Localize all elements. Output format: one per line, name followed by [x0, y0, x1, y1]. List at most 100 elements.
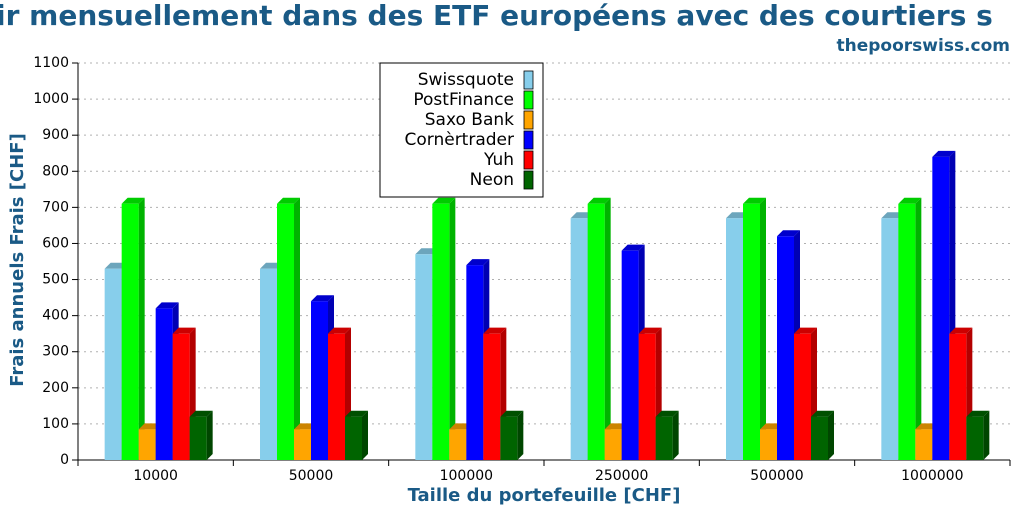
bar-top [277, 197, 300, 204]
bar-top [655, 410, 679, 417]
bar [794, 333, 811, 460]
bar-top [121, 197, 145, 204]
bar-top [811, 410, 834, 417]
bar [277, 203, 294, 460]
bar-top [483, 327, 507, 334]
legend-swatch [523, 170, 534, 190]
bar [604, 429, 622, 460]
y-tick-label: 1100 [33, 55, 69, 71]
bar [743, 203, 760, 460]
bar [294, 429, 311, 460]
bar [121, 203, 139, 460]
bar-side [517, 410, 524, 460]
legend-box [379, 62, 544, 198]
chart-title: ir mensuellement dans des ETF européens … [0, 0, 993, 32]
legend-swatch [523, 150, 534, 170]
legend-swatch [523, 90, 534, 110]
bar [466, 265, 484, 460]
bar-top [898, 197, 922, 204]
y-tick-label: 200 [42, 380, 69, 396]
y-tick-label: 400 [42, 308, 69, 324]
bar [811, 416, 828, 460]
y-tick-label: 1000 [33, 91, 69, 107]
x-axis-label: Taille du portefeuille [CHF] [408, 485, 681, 506]
bar [260, 268, 277, 460]
bar-top [743, 197, 766, 204]
y-tick-label: 800 [42, 163, 69, 179]
bar-top [500, 410, 524, 417]
legend-label: Cornèrtrader [405, 130, 515, 150]
x-tick-label: 50000 [289, 468, 334, 484]
legend-label: Yuh [483, 150, 514, 170]
x-tick-label: 1000000 [901, 468, 963, 484]
bar-side [672, 410, 679, 460]
y-tick-label: 700 [42, 199, 69, 215]
x-tick-label: 500000 [750, 468, 803, 484]
bar-top [172, 327, 196, 334]
bar-side [294, 197, 300, 460]
bar-top [328, 327, 351, 334]
legend-label: Saxo Bank [425, 110, 514, 130]
bar [777, 236, 794, 460]
bar-side [760, 197, 766, 460]
y-tick-label: 300 [42, 344, 69, 360]
bar [587, 203, 605, 460]
bar [155, 308, 173, 460]
bar-side [138, 197, 145, 460]
legend-swatch [523, 70, 534, 90]
bar-top [777, 230, 800, 237]
bar [898, 203, 916, 460]
bar [932, 156, 950, 460]
bar [432, 203, 450, 460]
bar-top [466, 259, 490, 266]
bar-side [362, 410, 368, 460]
bar-side [828, 410, 834, 460]
legend-swatch [523, 110, 534, 130]
bar [172, 333, 190, 460]
bar-top [432, 197, 456, 204]
bar [760, 429, 777, 460]
bar-top [949, 327, 973, 334]
y-axis-label: Frais annuels Frais [CHF] [7, 133, 28, 387]
bar-side [915, 197, 922, 460]
bar-top [155, 302, 179, 309]
legend-label: PostFinance [413, 90, 514, 110]
y-tick-label: 100 [42, 416, 69, 432]
bar [726, 218, 743, 460]
bar [655, 416, 673, 460]
bar-side [449, 197, 456, 460]
chart-subtitle: thepoorswiss.com [837, 36, 1011, 56]
bar [915, 429, 933, 460]
bar [311, 301, 328, 460]
bar-top [966, 410, 990, 417]
bar [104, 268, 122, 460]
x-tick-label: 100000 [440, 468, 493, 484]
bar-side [604, 197, 611, 460]
bar [345, 416, 362, 460]
y-tick-label: 500 [42, 272, 69, 288]
bar-top [621, 244, 645, 251]
bar [949, 333, 967, 460]
bar-top [345, 410, 368, 417]
bar-side [983, 410, 990, 460]
y-tick-label: 0 [60, 452, 69, 468]
bar [638, 333, 656, 460]
bar [966, 416, 984, 460]
bar-top [587, 197, 611, 204]
bar-side [206, 410, 213, 460]
bar [483, 333, 501, 460]
bar [500, 416, 518, 460]
bar-top [311, 295, 334, 302]
bar-top [638, 327, 662, 334]
x-tick-label: 10000 [133, 468, 178, 484]
legend-label: Neon [470, 170, 514, 190]
bar [570, 218, 588, 460]
legend-label: Swissquote [418, 70, 514, 90]
bar [415, 254, 433, 460]
bar-top [189, 410, 213, 417]
bar [138, 429, 156, 460]
x-tick-label: 250000 [595, 468, 648, 484]
bar-top [794, 327, 817, 334]
bar [881, 218, 899, 460]
